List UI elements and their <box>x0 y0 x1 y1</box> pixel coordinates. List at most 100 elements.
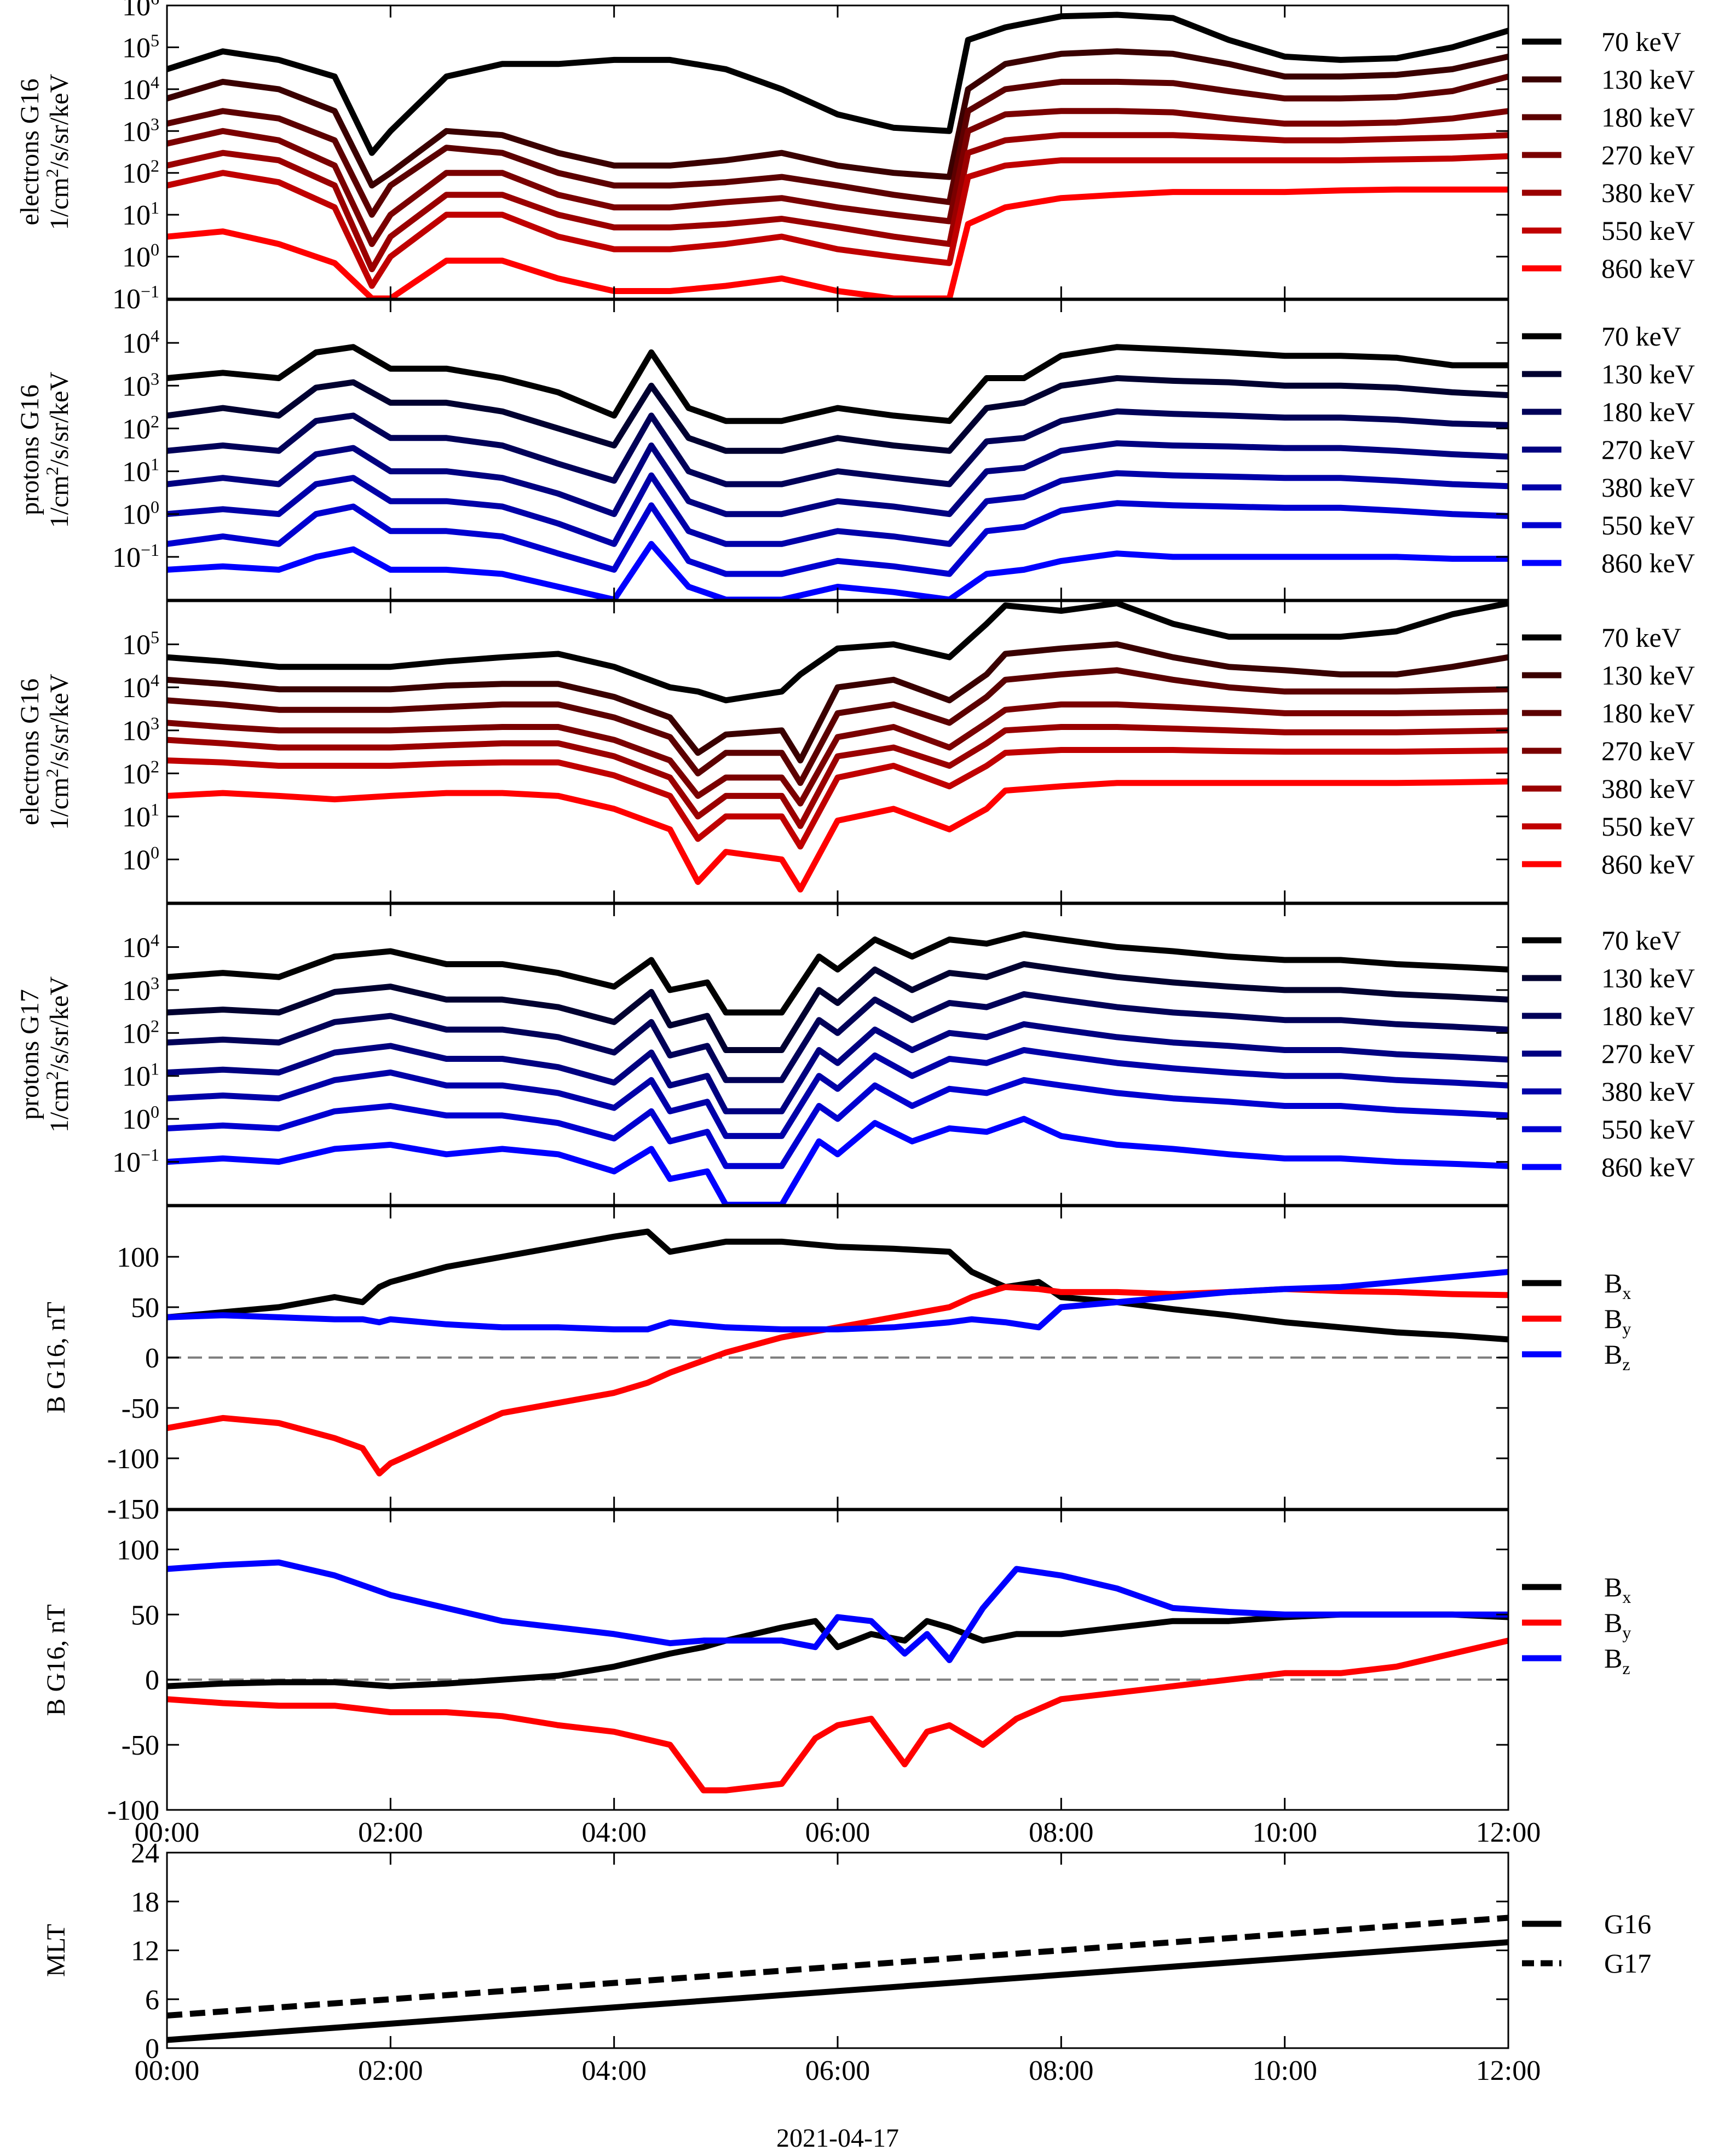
legend-label: 380 keV <box>1601 773 1695 804</box>
series-line-4 <box>167 440 1508 518</box>
series-line-1 <box>167 1939 1508 2043</box>
y-tick-label: 105 <box>122 30 159 64</box>
y-tick-label: 106 <box>122 0 159 22</box>
x-tick-label: 10:00 <box>1252 1817 1317 1848</box>
legend-label: Bx <box>1604 1572 1631 1607</box>
series-line-7 <box>167 541 1508 600</box>
y-tick-label: 10−1 <box>112 1145 159 1178</box>
legend-label: 180 keV <box>1601 1001 1695 1031</box>
legend-label: Bx <box>1604 1268 1631 1303</box>
y-axis-label: electrons G16 <box>15 679 44 825</box>
y-tick-label: 18 <box>131 1887 159 1918</box>
y-axis-label: electrons G16 <box>15 79 44 226</box>
series-line-4 <box>167 1021 1508 1114</box>
legend-label: 270 keV <box>1601 140 1695 170</box>
series-line-3 <box>167 408 1508 487</box>
legend-label: 380 keV <box>1601 472 1695 503</box>
y-tick-label: 6 <box>145 1985 159 2016</box>
panel-2: 10−1 100 101 102 103 104 protons G16 1/cm2/s/sr… <box>15 299 1695 601</box>
legend-label: 180 keV <box>1601 698 1695 728</box>
y-tick-label: 0 <box>145 1665 159 1696</box>
y-tick-label: 102 <box>122 411 159 445</box>
legend-label: Bz <box>1604 1643 1630 1678</box>
y-tick-label: 24 <box>131 1838 159 1869</box>
legend-label: 270 keV <box>1601 735 1695 766</box>
y-tick-label: 101 <box>122 455 159 488</box>
series-line-6 <box>167 1077 1508 1169</box>
series-line-3 <box>167 667 1508 786</box>
y-tick-label: 101 <box>122 1059 159 1093</box>
panel-7: 00:00 02:00 04:00 06:00 08:00 10:00 12:00 0 6 12 1… <box>42 1838 1651 2086</box>
legend-label: 270 keV <box>1601 434 1695 465</box>
y-tick-label: 100 <box>122 497 159 531</box>
legend-label: 550 keV <box>1601 215 1695 246</box>
y-tick-label: 100 <box>117 1242 159 1273</box>
y-tick-label: -100 <box>107 1444 159 1475</box>
y-tick-label: -100 <box>107 1795 159 1826</box>
legend-label: By <box>1604 1303 1631 1338</box>
series-line-3 <box>167 1559 1508 1663</box>
series-line-4 <box>167 108 1508 248</box>
series-line-5 <box>167 1047 1508 1139</box>
series-line-1 <box>167 1611 1508 1689</box>
legend-label: 180 keV <box>1601 396 1695 427</box>
y-tick-label: 100 <box>117 1534 159 1566</box>
legend-label: 70 keV <box>1601 321 1681 352</box>
y-axis-label: protons G17 <box>15 989 44 1120</box>
series-line-3 <box>167 73 1508 218</box>
series-line-5 <box>167 470 1508 547</box>
series-line-2 <box>167 641 1508 764</box>
x-tick-label: 08:00 <box>1029 2055 1093 2086</box>
series-line-2 <box>167 375 1508 454</box>
series-line-1 <box>167 1228 1508 1343</box>
legend-label: 860 keV <box>1601 1152 1695 1182</box>
series-line-4 <box>167 701 1508 807</box>
legend-label: 860 keV <box>1601 253 1695 284</box>
y-tick-label: 100 <box>122 240 159 273</box>
legend-label: 860 keV <box>1601 849 1695 879</box>
series-line-5 <box>167 724 1508 829</box>
y-tick-label: -150 <box>107 1494 159 1525</box>
legend-label: By <box>1604 1607 1631 1642</box>
y-tick-label: 101 <box>122 198 159 231</box>
series-line-2 <box>167 1914 1508 2019</box>
series-line-1 <box>167 12 1508 156</box>
series-line-7 <box>167 778 1508 893</box>
y-tick-label: -50 <box>122 1393 159 1424</box>
series-line-7 <box>167 1116 1508 1205</box>
legend-label: Bz <box>1604 1339 1630 1374</box>
x-tick-label: 04:00 <box>581 2055 646 2086</box>
series-line-5 <box>167 132 1508 273</box>
y-axis-units: 1/cm2/s/sr/keV <box>42 976 74 1133</box>
y-tick-label: 102 <box>122 1016 159 1049</box>
x-tick-label: 02:00 <box>358 2055 423 2086</box>
x-tick-label: 00:00 <box>135 2055 199 2086</box>
legend: 70 keV 130 keV 180 keV 270 keV 380 keV 550 ke… <box>1522 26 1695 284</box>
y-tick-label: 100 <box>122 1102 159 1135</box>
y-tick-label: 101 <box>122 800 159 833</box>
x-tick-label: 10:00 <box>1252 2055 1317 2086</box>
legend-label: 130 keV <box>1601 963 1695 993</box>
y-axis-label: B G16, nT <box>42 1302 71 1413</box>
x-tick-label: 12:00 <box>1476 1817 1541 1848</box>
x-tick-label: 08:00 <box>1029 1817 1093 1848</box>
y-tick-label: 0 <box>145 1343 159 1374</box>
y-tick-label: 0 <box>145 2033 159 2065</box>
series-line-1 <box>167 344 1508 424</box>
y-tick-label: 103 <box>122 369 159 402</box>
y-tick-label: 105 <box>122 628 159 661</box>
y-tick-label: 12 <box>131 1936 159 1967</box>
y-tick-label: 102 <box>122 156 159 189</box>
legend-label: 70 keV <box>1601 925 1681 956</box>
series-line-2 <box>167 961 1508 1053</box>
legend: 70 keV 130 keV 180 keV 270 keV 380 keV 550 ke… <box>1522 925 1695 1182</box>
y-tick-label: 104 <box>122 930 159 963</box>
x-axis-label: 2021-04-17 <box>776 2124 899 2153</box>
legend-label: 130 keV <box>1601 64 1695 95</box>
legend-label: 550 keV <box>1601 1114 1695 1145</box>
x-tick-label: 06:00 <box>805 2055 870 2086</box>
y-tick-label: 10−1 <box>112 540 159 573</box>
legend-label: G16 <box>1604 1908 1651 1939</box>
series-line-6 <box>167 500 1508 577</box>
